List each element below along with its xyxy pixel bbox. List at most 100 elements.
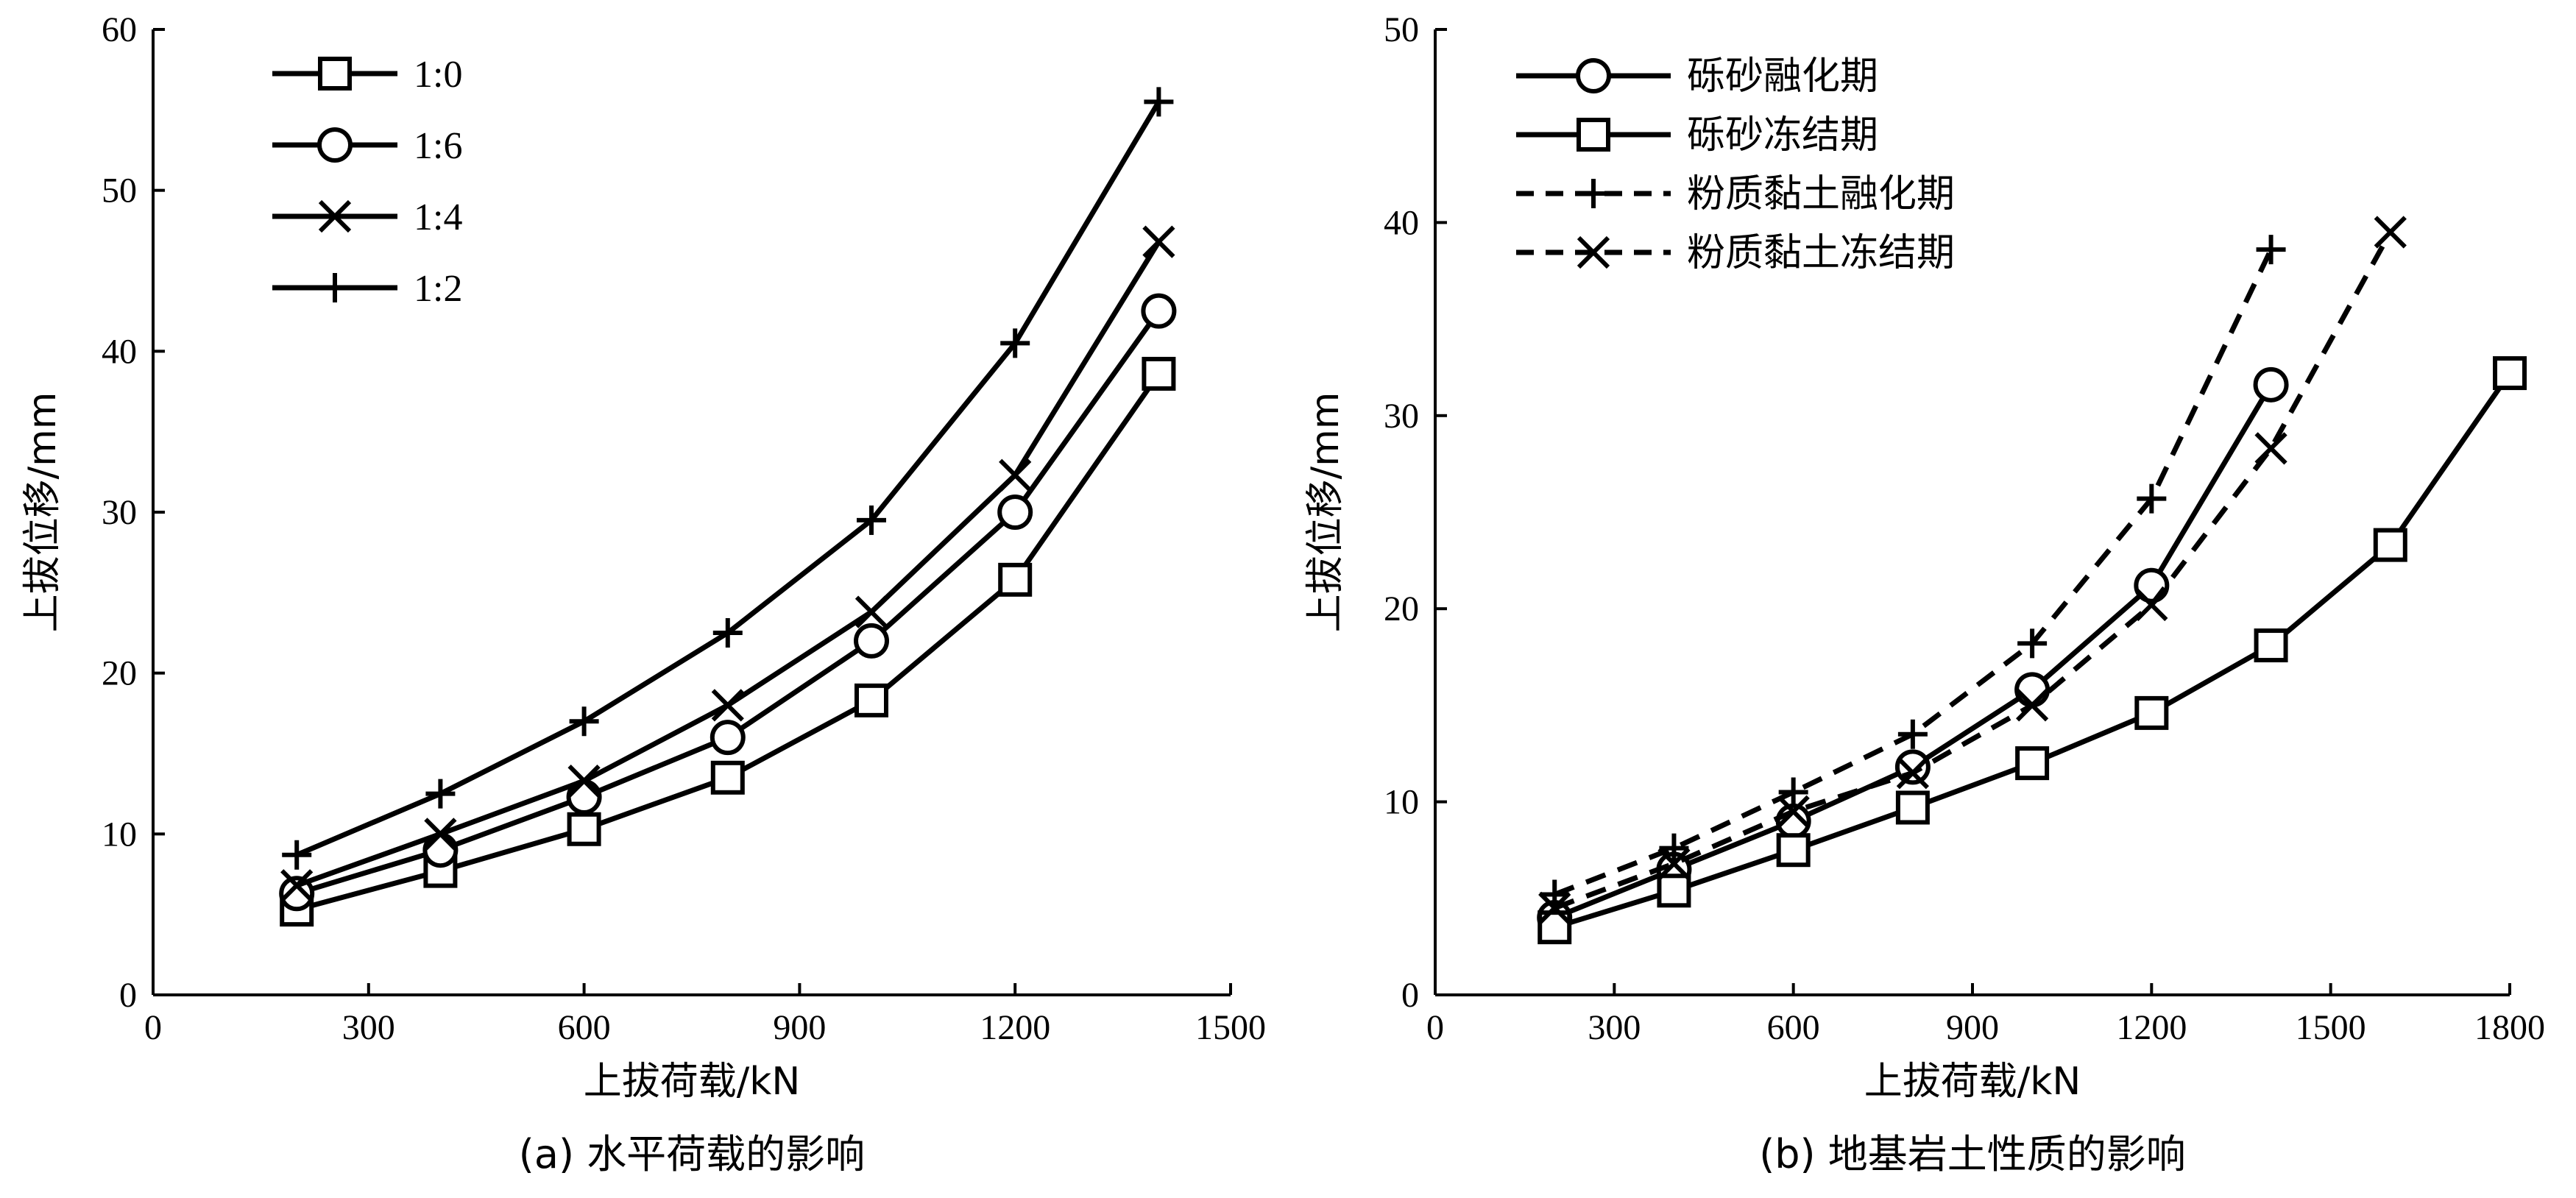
data-point-marker [282, 840, 312, 870]
data-point-marker [1142, 356, 1176, 391]
data-point-marker [279, 876, 315, 912]
data-point-marker [2135, 588, 2168, 622]
figure-caption: (a) 水平荷载的影响 [519, 1131, 865, 1177]
data-point-marker [567, 765, 601, 798]
data-point-marker [2134, 695, 2169, 730]
data-point-marker [567, 812, 601, 846]
data-point-marker [1896, 756, 1930, 790]
legend-label: 1:6 [414, 125, 462, 167]
data-point-marker [854, 595, 888, 628]
x-tick-label: 1500 [2296, 1008, 2366, 1047]
data-point-marker [1141, 293, 1177, 329]
x-tick-label: 1800 [2474, 1008, 2545, 1047]
legend-marker [1576, 58, 1611, 93]
data-point-marker [1657, 847, 1691, 880]
data-point-marker [710, 720, 746, 756]
data-point-marker [1778, 777, 1808, 807]
data-point-marker [854, 623, 889, 659]
data-point-marker [2014, 672, 2050, 708]
data-point-marker [2137, 483, 2167, 514]
y-tick-label: 30 [102, 493, 137, 532]
y-tick-label: 0 [1401, 976, 1419, 1015]
legend-marker [1579, 179, 1608, 208]
y-tick-label: 40 [102, 332, 137, 371]
x-tick-label: 0 [144, 1008, 162, 1047]
legend-label: 粉质黏土融化期 [1687, 174, 1955, 216]
data-point-marker [854, 683, 888, 717]
x-axis-title: 上拔荷载/kN [584, 1060, 801, 1104]
y-tick-label: 30 [1384, 397, 1419, 436]
y-tick-label: 10 [1384, 783, 1419, 822]
data-point-marker [2015, 689, 2049, 722]
y-tick-label: 40 [1384, 203, 1419, 242]
x-tick-label: 600 [558, 1008, 611, 1047]
legend-marker [317, 127, 353, 163]
x-tick-label: 0 [1426, 1008, 1444, 1047]
data-point-marker [710, 760, 745, 795]
data-point-marker [2493, 356, 2527, 391]
y-axis-title: 上拔位移/mm [1303, 392, 1348, 633]
data-point-marker [2017, 628, 2048, 659]
data-point-marker [2254, 432, 2287, 465]
x-axis-title: 上拔荷载/kN [1864, 1060, 2081, 1104]
y-tick-label: 20 [102, 654, 137, 693]
data-point-marker [1894, 749, 1931, 785]
figure-caption: (b) 地基岩土性质的影响 [1759, 1131, 2186, 1177]
data-point-marker [1895, 790, 1930, 825]
legend-marker [318, 57, 352, 91]
data-point-marker [424, 818, 457, 851]
x-tick-label: 1200 [2116, 1008, 2187, 1047]
data-point-marker [1142, 225, 1175, 258]
data-point-marker [711, 689, 744, 722]
legend-label: 1:4 [414, 196, 462, 238]
x-tick-label: 900 [1946, 1008, 1999, 1047]
legend-label: 1:2 [414, 268, 462, 310]
y-tick-label: 50 [1384, 10, 1419, 49]
data-point-marker [1000, 328, 1030, 358]
data-point-marker [1776, 833, 1811, 868]
x-tick-label: 900 [773, 1008, 826, 1047]
data-point-marker [998, 562, 1033, 597]
data-point-marker [2256, 235, 2286, 265]
legend-marker [318, 199, 352, 233]
x-tick-label: 1200 [980, 1008, 1050, 1047]
legend-label: 砾砂融化期 [1687, 56, 1878, 98]
data-point-marker [712, 618, 743, 648]
data-point-marker [569, 706, 599, 737]
legend-label: 1:0 [414, 54, 462, 96]
data-point-marker [1538, 891, 1571, 925]
y-tick-label: 50 [102, 171, 137, 210]
series-line [1553, 383, 2274, 921]
y-tick-label: 20 [1384, 589, 1419, 628]
legend-marker [1577, 235, 1610, 269]
data-point-marker [2015, 746, 2050, 781]
data-point-marker [1897, 719, 1928, 749]
y-tick-label: 10 [102, 815, 137, 854]
y-axis-title: 上拔位移/mm [21, 392, 65, 633]
legend-label: 粉质黏土冻结期 [1687, 233, 1955, 274]
x-tick-label: 300 [1588, 1008, 1641, 1047]
chart-panel-b: 0 300 600 900 1200 1500 1800 0 10 20 30 40 50 上拔荷载/kN… [1303, 10, 2545, 1177]
legend-marker [320, 273, 350, 302]
data-point-marker [2253, 366, 2289, 403]
chart-panel-a: 0 300 600 900 1200 1500 0 10 20 30 40 50 60 上拔荷载/kN 上拔… [21, 10, 1266, 1177]
data-point-marker [997, 495, 1033, 530]
series-line [1554, 230, 2393, 911]
series-line [296, 309, 1161, 896]
y-tick-label: 60 [102, 10, 137, 49]
legend-label: 砾砂冻结期 [1687, 115, 1878, 157]
x-tick-label: 1500 [1195, 1008, 1266, 1047]
data-point-marker [425, 779, 456, 809]
data-point-marker [2254, 628, 2288, 663]
data-point-marker [1657, 873, 1691, 908]
data-point-marker [280, 869, 314, 902]
data-point-marker [2374, 216, 2407, 249]
data-point-marker [1659, 833, 1689, 863]
data-point-marker [1144, 87, 1174, 117]
x-tick-label: 600 [1767, 1008, 1820, 1047]
data-point-marker [2373, 528, 2407, 562]
legend-marker [1577, 118, 1610, 152]
x-tick-label: 300 [342, 1008, 395, 1047]
y-tick-label: 0 [119, 976, 137, 1015]
